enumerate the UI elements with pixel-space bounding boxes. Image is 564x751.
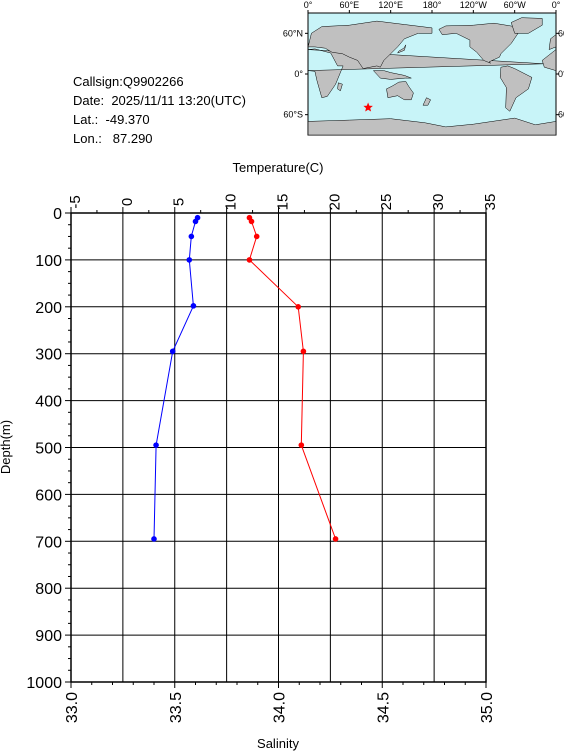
map-lat-label-right: 60°S — [558, 110, 564, 120]
temperature-tick-label: 5 — [171, 198, 188, 206]
land-new-zealand — [422, 97, 431, 106]
temperature-tick-label: 0 — [119, 198, 136, 206]
map-lat-label-right: 60°N — [558, 28, 564, 38]
temperature-tick-label: 15 — [274, 194, 291, 211]
land-north-america — [438, 22, 519, 64]
map-lon-label: 180° — [423, 0, 442, 10]
temperature-point — [253, 233, 260, 240]
land-europe-west — [548, 34, 557, 50]
date-line: Date: 2025/11/11 13:20(UTC) — [73, 91, 246, 110]
land-africa-west — [541, 49, 557, 71]
land-south-america — [499, 65, 533, 112]
map-lat-label: 60°S — [283, 110, 303, 120]
temperature-tick-label: 10 — [223, 194, 240, 211]
map-lon-label: 60°W — [504, 0, 527, 10]
depth-tick-label: 400 — [35, 394, 62, 411]
land-madagascar — [337, 82, 343, 92]
salinity-tick-label: 33.0 — [64, 692, 81, 723]
lon-line: Lon.: 87.290 — [73, 129, 246, 148]
depth-tick-label: 1000 — [26, 675, 62, 692]
salinity-point — [190, 303, 197, 309]
land-greenland — [510, 17, 543, 34]
callsign-line: Callsign:Q9902266 — [73, 72, 246, 91]
temperature-point — [295, 304, 302, 310]
series — [151, 214, 339, 542]
station-info: Callsign:Q9902266 Date: 2025/11/11 13:20… — [73, 72, 246, 148]
lon-value: 87.290 — [112, 131, 153, 146]
land-australia — [386, 81, 414, 101]
temperature-tick-label: 25 — [378, 194, 395, 211]
temperature-point — [300, 348, 307, 355]
map-lon-label: 0° — [552, 0, 561, 10]
date-label: Date: — [73, 93, 105, 108]
depth-tick-label: 600 — [35, 487, 62, 504]
lon-label: Lon.: — [73, 131, 102, 146]
salinity-point — [186, 257, 193, 263]
temperature-tick-label: 30 — [430, 194, 447, 211]
lat-line: Lat.: -49.370 — [73, 110, 246, 129]
temperature-point — [298, 442, 305, 448]
temperature-tick-label: 20 — [326, 194, 343, 211]
date-value: 2025/11/11 13:20(UTC) — [111, 93, 246, 108]
temperature-tick-label: 35 — [482, 194, 499, 211]
depth-axis-title: Depth(m) — [0, 420, 13, 474]
map-lat-label-right: 0° — [558, 69, 564, 79]
land-eurasia — [307, 20, 433, 69]
salinity-point — [192, 218, 199, 225]
lat-value: -49.370 — [105, 112, 150, 127]
depth-tick-label: 700 — [35, 534, 62, 551]
plot-area: -5 0 5 10 15 20 25 30 35 0 100 200 300 400 500 600 700 80… — [26, 194, 499, 723]
depth-tick-label: 200 — [35, 300, 62, 317]
salinity-point — [153, 442, 159, 448]
temperature-point — [332, 536, 339, 542]
depth-tick-label: 800 — [35, 581, 62, 598]
map-lon-label: 60°E — [340, 0, 360, 10]
map-lat-label: 60°N — [283, 28, 303, 38]
depth-tick-label: 0 — [53, 206, 62, 223]
depth-tick-label: 900 — [35, 628, 62, 645]
station-marker — [363, 102, 373, 112]
salinity-tick-label: 34.5 — [375, 692, 392, 723]
map-lon-label: 0° — [304, 0, 313, 10]
temperature-point — [248, 218, 255, 225]
grid — [70, 212, 487, 683]
temperature-axis-title: Temperature(C) — [232, 160, 323, 175]
map-land — [307, 17, 557, 136]
salinity-point — [188, 233, 195, 240]
salinity-tick-label: 35.0 — [479, 692, 496, 723]
depth-tick-label: 300 — [35, 347, 62, 364]
callsign-value: Q9902266 — [122, 74, 184, 89]
temperature-point — [246, 257, 253, 263]
land-japan — [396, 44, 407, 54]
world-map: 0° 60°E 120°E 180° 120°W 60°W 0° 60°N 60°N 0° 0° 60… — [283, 0, 564, 136]
map-ticks: 0° 60°E 120°E 180° 120°W 60°W 0° 60°N 60°N 0° 0° 60… — [283, 0, 564, 120]
salinity-tick-label: 33.5 — [168, 692, 185, 723]
temperature-tick-label: -5 — [67, 195, 84, 208]
axes: -5 0 5 10 15 20 25 30 35 0 100 200 300 400 500 600 700 80… — [26, 194, 499, 723]
lat-label: Lat.: — [73, 112, 99, 127]
depth-tick-label: 100 — [35, 253, 62, 270]
station-star-icon — [363, 102, 373, 112]
callsign-label: Callsign: — [73, 74, 123, 89]
map-lat-label: 0° — [294, 69, 303, 79]
land-se-asia — [372, 70, 412, 80]
map-lon-label: 120°W — [460, 0, 488, 10]
land-antarctica — [307, 117, 557, 136]
depth-tick-label: 500 — [35, 441, 62, 458]
salinity-axis-title: Salinity — [257, 736, 299, 751]
map-lon-label: 120°E — [378, 0, 403, 10]
salinity-tick-label: 34.0 — [272, 692, 289, 723]
salinity-point — [169, 348, 176, 355]
salinity-point — [151, 536, 157, 542]
